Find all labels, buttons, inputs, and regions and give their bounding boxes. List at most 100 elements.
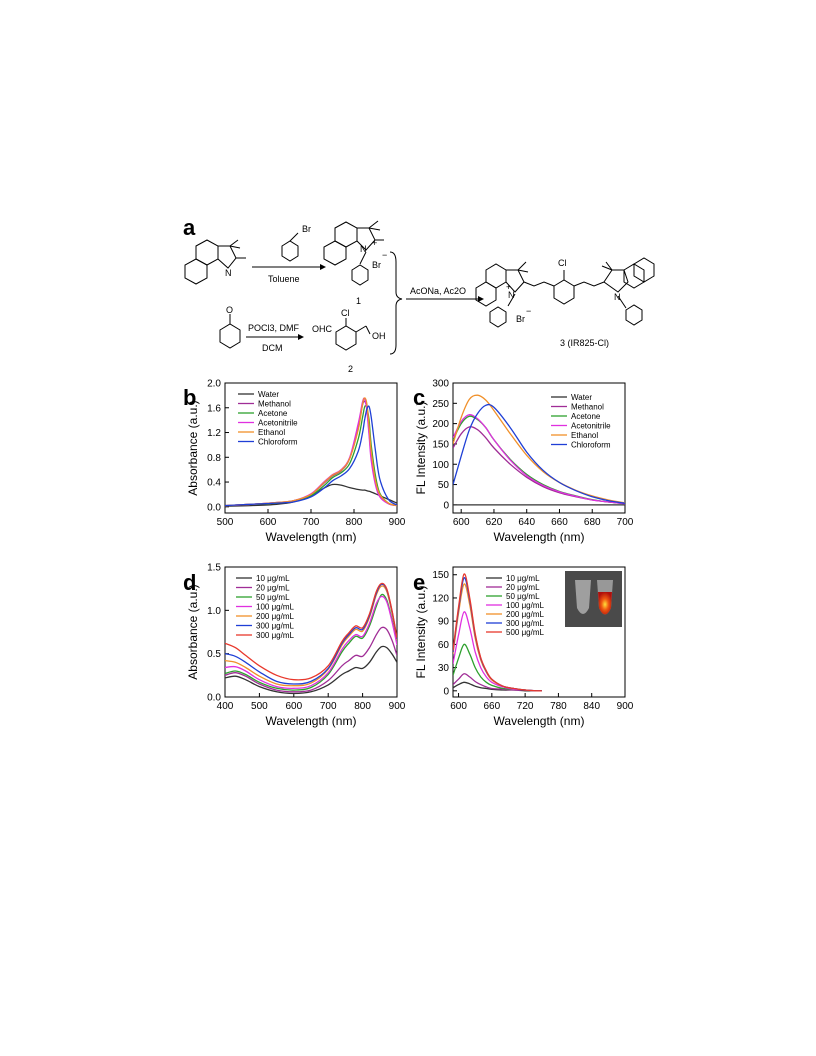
legend-entry: Ethanol (571, 431, 598, 440)
product3-structure (475, 257, 655, 328)
vial-photo-background (565, 571, 622, 627)
x-tick-label: 600 (450, 701, 467, 712)
legend-entry: Chloroform (258, 438, 298, 447)
legend-entry: 10 μg/mL (256, 574, 290, 583)
legend-entry: 200 μg/mL (506, 610, 545, 619)
series-line (453, 426, 625, 505)
indole-N-label: N (225, 268, 232, 278)
legend-entry: 20 μg/mL (256, 584, 290, 593)
x-tick-label: 700 (617, 517, 634, 528)
y-tick-label: 0.4 (207, 478, 221, 489)
series-line (225, 626, 397, 693)
y-tick-label: 1.2 (207, 428, 221, 439)
series-line (453, 681, 542, 692)
product2-structure (335, 318, 371, 351)
reaction-arrow-1-head (320, 264, 326, 270)
reagent1-label: Br (302, 224, 311, 234)
x-tick-label: 800 (346, 517, 363, 528)
legend-entry: Acetone (571, 412, 601, 421)
product3-minus: − (526, 306, 531, 316)
y-tick-label: 150 (432, 570, 449, 581)
chart-panel-b: b 500 600 700 800 900 0.0 0.4 0.8 1.2 1.6 2.0 Wavele… (183, 379, 406, 545)
y-tick-label: 1.6 (207, 403, 221, 414)
y-tick-label: 0.0 (207, 502, 221, 513)
x-tick-label: 400 (217, 701, 234, 712)
x-tick-label: 640 (518, 517, 535, 528)
product3-N-right-label: N (614, 292, 621, 302)
x-tick-label: 900 (389, 517, 406, 528)
series-line (225, 593, 397, 691)
series-line (453, 413, 625, 505)
product1-minus: − (382, 250, 387, 260)
benzyl-bromide-structure (281, 232, 299, 262)
product1-structure (323, 220, 384, 286)
legend-entry: 100 μg/mL (256, 603, 295, 612)
legend-entry: 300 μg/mL (506, 619, 545, 628)
legend-entry: 10 μg/mL (506, 574, 540, 583)
y-axis-label: FL Intensity (a.u.) (414, 586, 428, 679)
y-tick-label: 0 (443, 686, 449, 697)
x-tick-label: 620 (486, 517, 503, 528)
x-tick-label: 780 (550, 701, 567, 712)
chart-panel-d: d 400 500 600 700 800 900 0.0 0.5 1.0 1.5 Wavelengt… (183, 563, 406, 729)
legend-entry: Acetone (258, 409, 288, 418)
x-axis-label: Wavelength (nm) (494, 530, 585, 544)
y-tick-label: 250 (432, 399, 449, 410)
panel-letter-d: d (183, 570, 196, 595)
legend-entry: Methanol (571, 403, 604, 412)
series-line (453, 403, 625, 504)
x-tick-label: 600 (453, 517, 470, 528)
y-axis-label: Absorbance (a.u.) (186, 584, 200, 679)
plot-frame (224, 566, 398, 698)
y-tick-label: 1.5 (207, 563, 221, 574)
x-tick-label: 500 (217, 517, 234, 528)
vial-empty-icon (575, 580, 591, 614)
legend-entry: 500 μg/mL (506, 628, 545, 637)
y-tick-label: 1.0 (207, 606, 221, 617)
x-tick-label: 500 (251, 701, 268, 712)
product3-N-left-label: N (508, 290, 515, 300)
legend-entry: 100 μg/mL (506, 601, 545, 610)
y-tick-label: 30 (438, 663, 450, 674)
legend-entry: Chloroform (571, 441, 611, 450)
chart-panel-c: c 600 620 640 660 680 700 0 50 100 150 200 250 300 Wav… (413, 379, 634, 545)
panel-letter-e: e (413, 570, 425, 595)
legend-entry: 300 μg/mL (256, 631, 295, 640)
series-line (225, 405, 397, 507)
y-axis-label: Absorbance (a.u.) (186, 400, 200, 495)
y-tick-label: 150 (432, 439, 449, 450)
y-tick-label: 0 (443, 500, 449, 511)
y-tick-label: 0.0 (207, 693, 221, 704)
reaction-arrow-3-head (478, 296, 484, 302)
product3-Cl-label: Cl (558, 258, 567, 268)
y-tick-label: 100 (432, 460, 449, 471)
legend-entry: 50 μg/mL (256, 593, 290, 602)
product2-Cl-label: Cl (341, 308, 350, 318)
x-tick-label: 600 (285, 701, 302, 712)
x-tick-label: 900 (617, 701, 634, 712)
reagent2-solvent-label: DCM (262, 343, 283, 353)
product3-Br-label: Br (516, 314, 525, 324)
x-tick-label: 660 (483, 701, 500, 712)
x-tick-label: 680 (584, 517, 601, 528)
ketone-O-label: O (226, 305, 233, 315)
y-tick-label: 50 (438, 480, 450, 491)
benzoindole-structure (184, 239, 246, 285)
product1-Br-label: Br (372, 260, 381, 270)
series-line (225, 595, 397, 689)
x-axis-label: Wavelength (nm) (266, 530, 357, 544)
x-axis-label: Wavelength (nm) (494, 714, 585, 728)
x-tick-label: 800 (354, 701, 371, 712)
y-tick-label: 300 (432, 379, 449, 390)
y-tick-label: 90 (438, 617, 450, 628)
series-line (225, 585, 397, 687)
legend-entry: Water (258, 390, 279, 399)
legend-entry: 300 μg/mL (256, 622, 295, 631)
legend-entry: Methanol (258, 400, 291, 409)
cyclohexanone-structure (219, 314, 241, 349)
product3-name: 3 (IR825-Cl) (560, 338, 609, 348)
panel-letter-a: a (183, 215, 196, 240)
x-tick-label: 720 (517, 701, 534, 712)
y-tick-label: 120 (432, 593, 449, 604)
